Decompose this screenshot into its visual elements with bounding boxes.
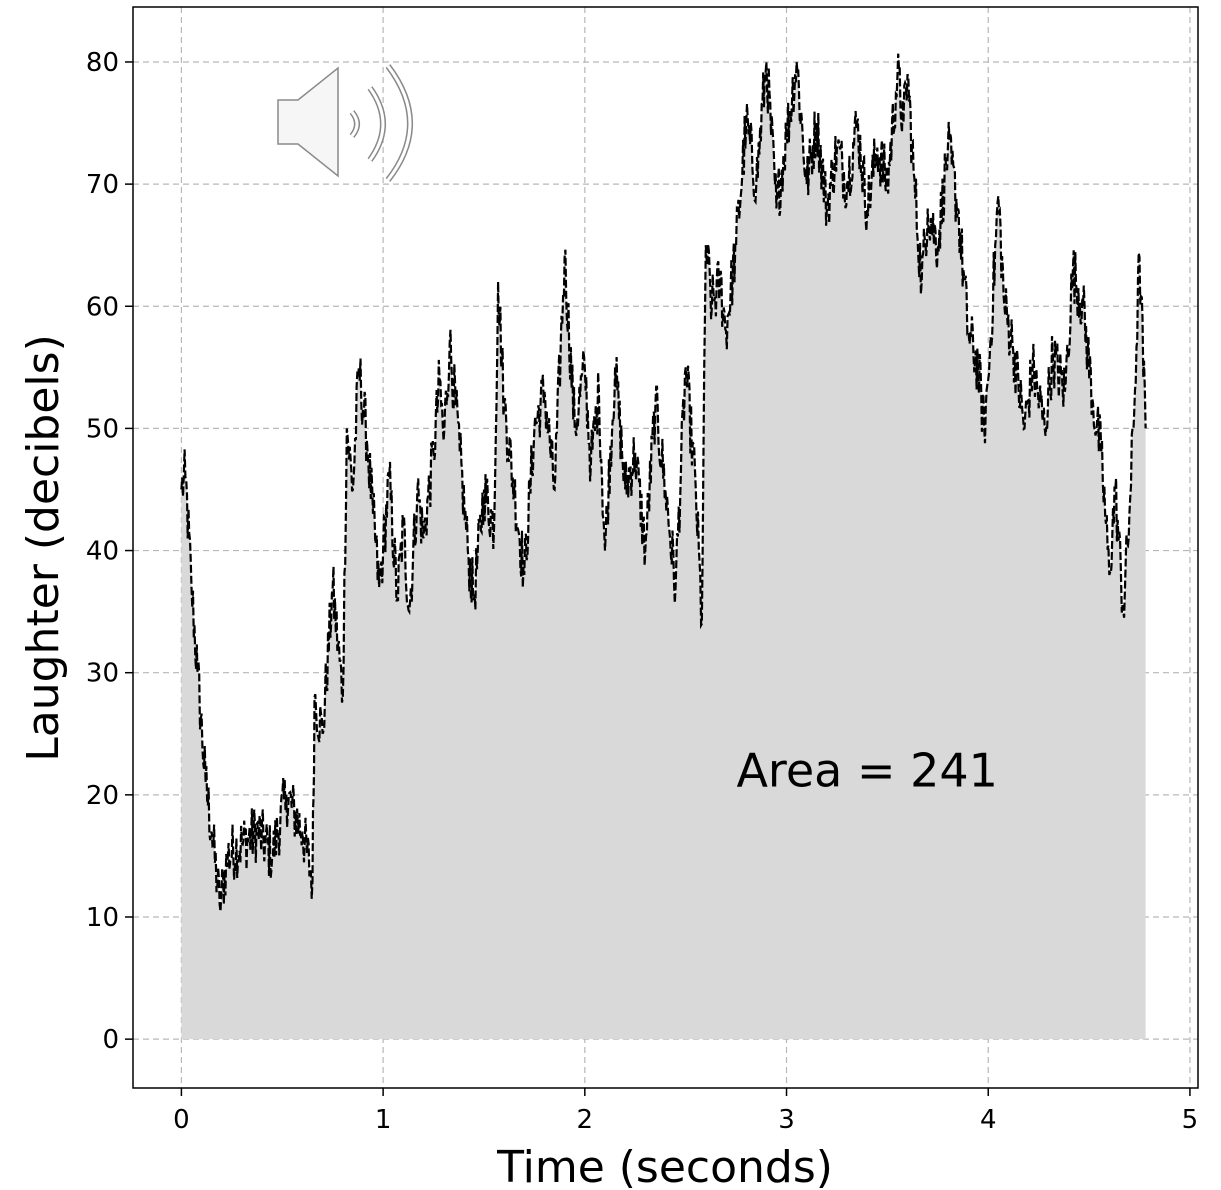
area-fill: [181, 53, 1146, 1040]
area-annotation: Area = 241: [736, 743, 997, 797]
x-tick-label: 5: [1182, 1105, 1199, 1135]
y-axis-title: Laughter (decibels): [18, 334, 69, 761]
y-tick-label: 20: [86, 781, 119, 811]
y-tick-label: 50: [86, 414, 119, 444]
y-tick-label: 70: [86, 170, 119, 200]
x-tick-label: 3: [778, 1105, 795, 1135]
y-tick-label: 80: [86, 48, 119, 78]
speaker-icon: [277, 64, 413, 182]
y-tick-label: 10: [86, 903, 119, 933]
plot-frame: [132, 6, 1199, 1089]
x-tick-label: 2: [577, 1105, 594, 1135]
y-tick-label: 0: [102, 1025, 119, 1055]
x-tick-label: 4: [980, 1105, 997, 1135]
y-tick-label: 40: [86, 537, 119, 567]
x-tick-label: 1: [375, 1105, 392, 1135]
series-line: [180, 53, 1147, 912]
x-axis-title: Time (seconds): [496, 1142, 833, 1190]
y-tick-label: 30: [86, 659, 119, 689]
x-tick-label: 0: [173, 1105, 190, 1135]
y-tick-label: 60: [86, 292, 119, 322]
